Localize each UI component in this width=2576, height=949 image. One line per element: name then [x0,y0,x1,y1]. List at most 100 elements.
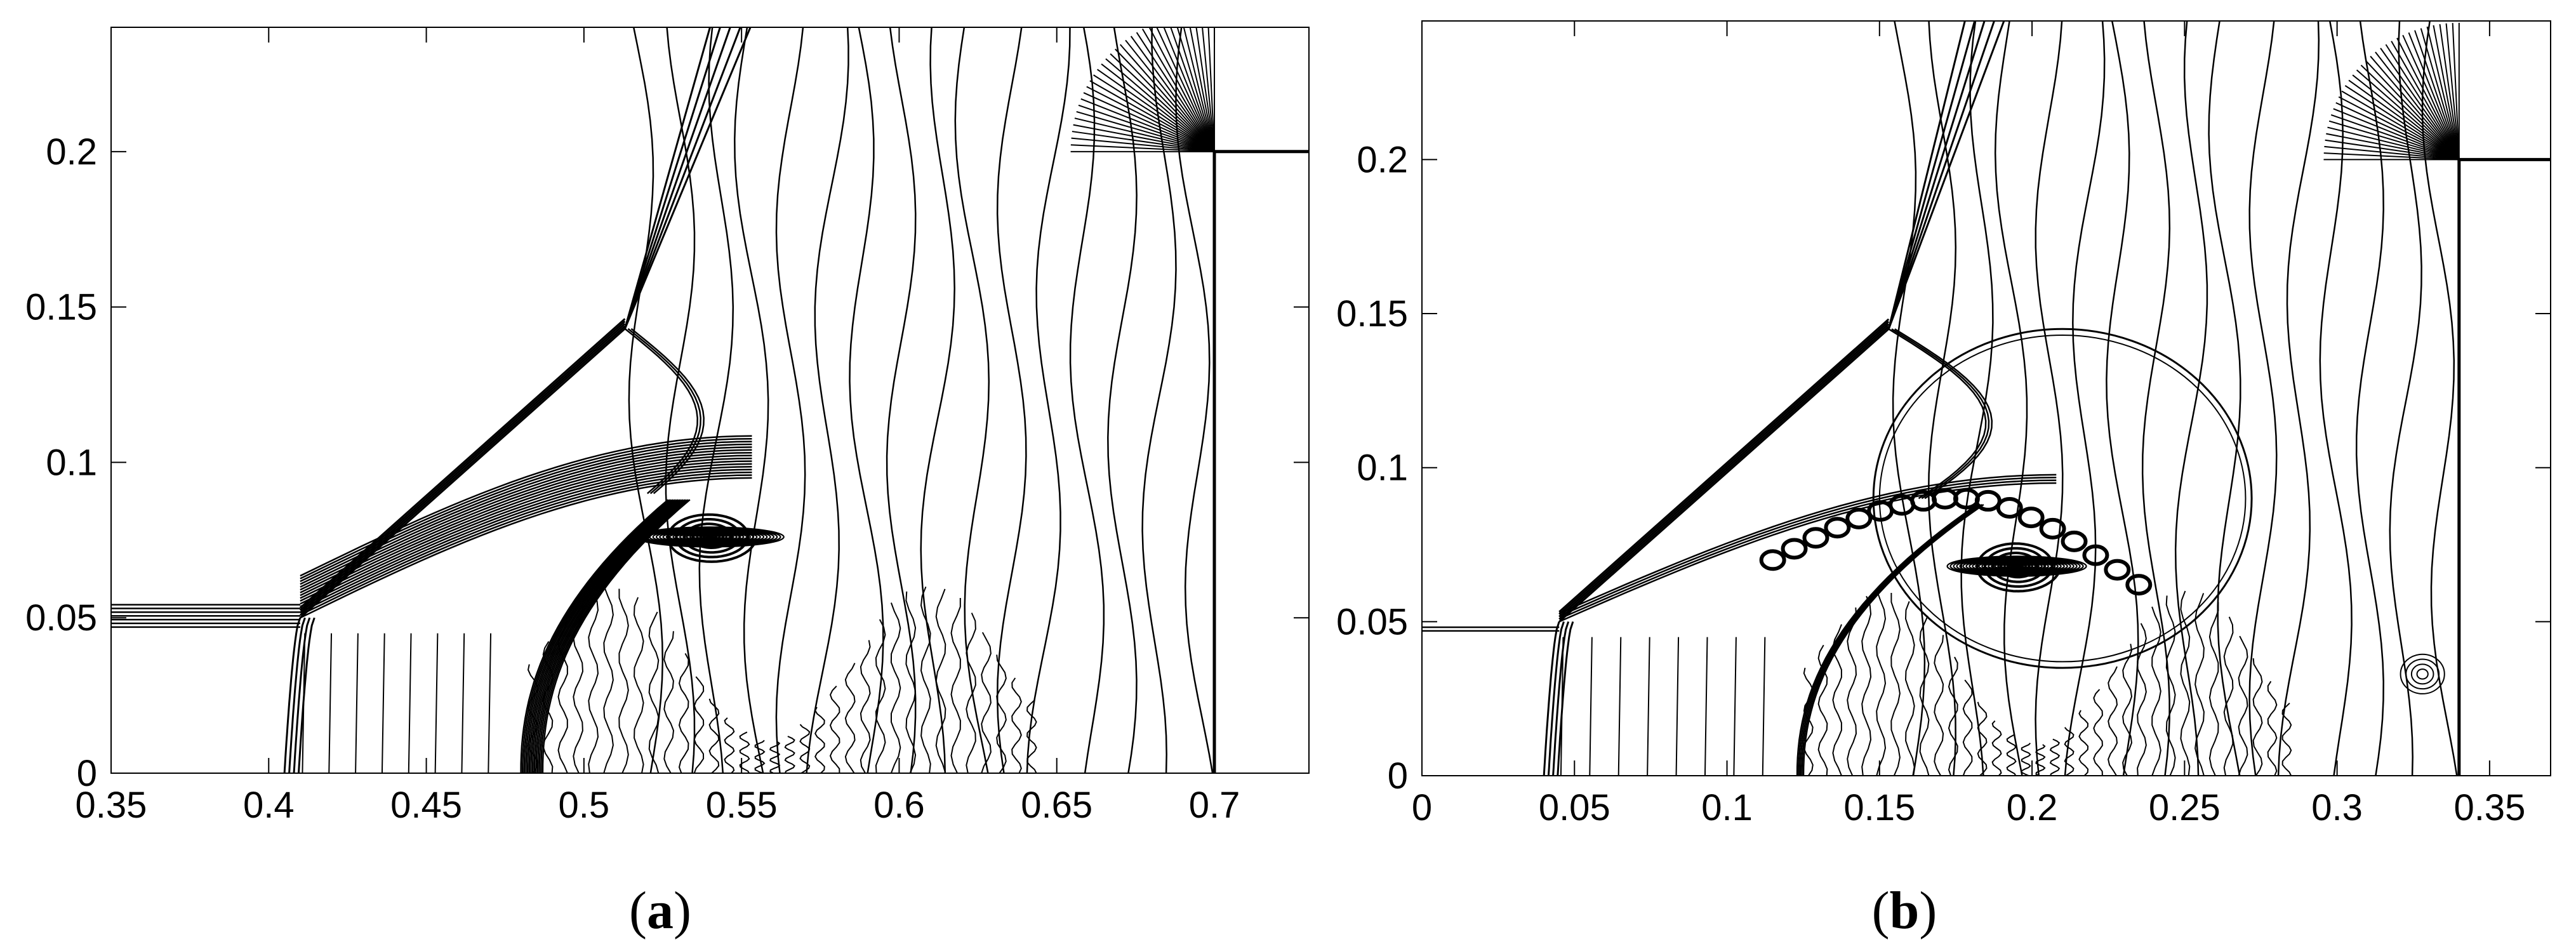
contour-line [1092,74,1215,152]
contour-line [2238,635,2248,776]
rollup-blob [1781,538,1808,560]
contour-line [2445,23,2460,160]
contour-line [2035,21,2064,776]
shock-line [299,321,626,611]
slip-line [300,446,752,588]
vortex-spiral [1975,542,2061,593]
contour-line [1141,27,1177,773]
panel-label: (a) [629,881,691,940]
contour-line [2333,108,2460,161]
contour-line [488,633,492,773]
contour-line [698,27,734,773]
contour-line [2396,37,2460,160]
contour-line [1919,615,1930,776]
contour-line [2078,710,2089,776]
contour-line [2208,21,2241,776]
panel-a: 0.35 0.4 0.45 0.5 0.55 0.6 0.65 0.7 0 0.05 0.1 0.15… [25,27,1310,940]
contour-line [886,27,917,773]
contour-line [2391,41,2460,160]
contour-line [2356,69,2460,161]
contour-line [1207,27,1216,152]
contour-line [1071,137,1215,152]
wedge-block [2459,159,2551,776]
slip-line [300,474,752,616]
contour-line [1119,44,1215,152]
contour-line [2325,139,2459,161]
shock-line [536,499,686,773]
slip-line [300,437,752,580]
panel-label: (b) [1872,881,1937,940]
contour-field [111,27,1216,773]
wedge-outline [2457,157,2551,776]
shock-line [624,27,752,329]
shock-line [523,499,672,773]
contour-line [1589,637,1593,776]
x-tick-label: 0.2 [2007,787,2058,828]
contour-line [1904,601,1915,776]
shock-line [623,27,711,329]
contour-line [1892,21,1926,776]
contour-line [381,633,385,773]
contour-line [769,741,781,773]
y-tick-label: 0.05 [1336,601,1408,642]
slip-line [300,468,752,611]
shock-line [1558,321,1890,615]
contour-line [1962,679,1973,776]
contour-line [935,588,946,773]
contour-line [1105,58,1215,152]
contour-line [1934,635,1944,776]
contour-line [2277,21,2320,776]
contour-line [1141,28,1215,152]
contour-line [739,731,750,773]
contour-line [1130,36,1215,152]
contour-line [1991,720,2002,776]
contour-line [2323,152,2459,161]
shock-line [1799,503,1981,776]
contour-line [693,676,705,773]
contour-line [2319,21,2353,776]
contour-line [2335,102,2460,161]
contour-line [905,591,917,773]
slip-line [1558,476,2057,617]
contour-line [2341,90,2460,161]
slip-line [300,455,752,597]
contour-line [2324,145,2459,161]
shock-line [538,499,687,773]
slip-line [1558,482,2057,623]
contour-line [1847,607,1857,776]
contour-line [954,27,990,773]
contour-line [1076,110,1215,152]
contour-line [1762,637,1766,776]
y-tick-label: 0.2 [46,131,97,173]
x-tick-label: 0.45 [390,785,462,826]
contour-line [628,27,664,773]
contour-line [1074,117,1215,152]
contour-line [2035,744,2046,776]
contour-line [1086,86,1215,152]
x-tick-label: 0.5 [559,785,610,826]
shock-line [528,499,677,773]
contour-line [2106,21,2139,776]
contour-line [1073,124,1215,152]
wedge-block [1214,151,1309,774]
contour-line [1069,27,1105,773]
plot-frame [110,27,1310,774]
x-tick-label: 0.7 [1189,785,1240,826]
contour-line [1803,667,1814,776]
shock-line [1798,503,1980,776]
rollup-blob [2125,574,2153,596]
contour-line [328,633,333,773]
contour-line [2141,21,2171,776]
rollup-blob [2039,517,2066,540]
rollup-blob [1996,496,2023,519]
contour-line [734,27,769,773]
shock-line [1887,21,2005,329]
contour-line [2338,96,2460,161]
contour-line [588,592,599,773]
contour-line [2281,702,2292,776]
contour-line [1156,27,1215,152]
slip-line [300,443,752,585]
contour-line [996,27,1027,773]
contour-line [2380,48,2460,160]
contour-line [1026,27,1071,773]
